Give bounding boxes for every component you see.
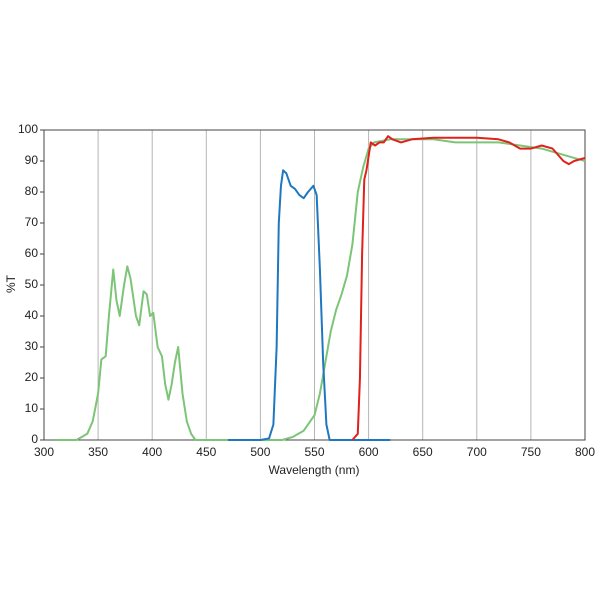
x-tick-label: 550: [304, 445, 324, 459]
series-line: [54, 138, 586, 441]
x-tick-label: 300: [34, 445, 54, 459]
x-tick-label: 350: [88, 445, 108, 459]
y-tick-label: 90: [25, 153, 39, 167]
x-tick-label: 500: [250, 445, 270, 459]
x-tick-label: 400: [142, 445, 162, 459]
x-tick-label: 700: [467, 445, 487, 459]
x-tick-label: 800: [575, 445, 595, 459]
y-tick-label: 0: [31, 432, 38, 446]
y-tick-label: 100: [18, 122, 38, 136]
x-tick-label: 750: [521, 445, 541, 459]
y-tick-label: 40: [25, 308, 39, 322]
y-tick-label: 80: [25, 184, 39, 198]
plot-frame: [43, 129, 586, 441]
x-tick-label: 600: [359, 445, 379, 459]
x-tick-label: 450: [196, 445, 216, 459]
y-tick-label: 10: [25, 401, 39, 415]
x-axis-label: Wavelength (nm): [269, 463, 360, 477]
x-tick-label: 650: [413, 445, 433, 459]
series-line: [227, 169, 391, 441]
y-tick-label: 30: [25, 339, 39, 353]
y-tick-label: 20: [25, 370, 39, 384]
y-tick-label: 50: [25, 277, 39, 291]
y-tick-label: 70: [25, 215, 39, 229]
series-line: [351, 135, 586, 441]
y-axis-label: %T: [4, 274, 18, 293]
y-tick-label: 60: [25, 246, 39, 260]
